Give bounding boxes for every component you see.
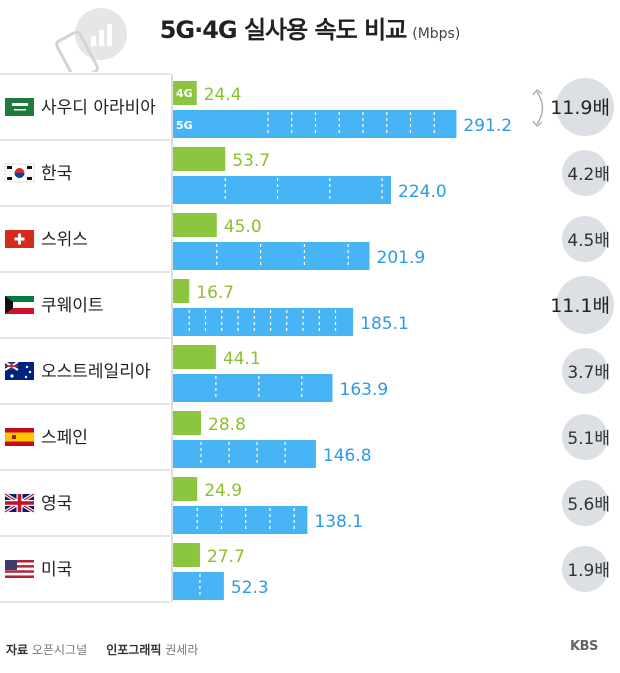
phone-signal-icon [55,8,127,72]
ratio-circle [562,216,608,262]
value-label-5g: 52.3 [231,578,269,598]
switzerland-flag-icon [5,230,34,248]
value-label-5g: 146.8 [323,446,372,466]
in-bar-label-4g: 4G [176,87,193,100]
bar-4g [173,543,200,567]
australia-flag-icon [4,361,34,380]
value-label-4g: 53.7 [232,151,270,171]
source-label: 자료 [6,643,29,657]
value-label-5g: 201.9 [377,248,426,268]
saudi-flag-icon [5,98,34,116]
country-label: 쿠웨이트 [41,296,104,316]
ratio-label: 1.9배 [567,561,610,581]
ratio-arrow [536,91,544,125]
ratio-circle [562,150,608,196]
bar-4g [173,279,190,303]
ratio-label: 4.5배 [567,231,610,251]
bar-5g [173,572,224,600]
value-label-4g: 24.9 [204,481,242,501]
value-label-4g: 24.4 [204,85,242,105]
ratio-label: 5.1배 [567,429,610,449]
ratio-arrow-head [532,120,543,127]
ratio-circle [562,546,608,592]
country-label: 스페인 [41,428,88,448]
ratio-label: 4.2배 [567,165,610,185]
chart-title: 5G·4G 실사용 속도 비교 (Mbps) [0,10,620,45]
bar-5g [173,308,354,336]
value-label-4g: 16.7 [196,283,234,303]
bar-4g [173,411,202,435]
bar-4g [173,477,198,501]
credit-label: 인포그래픽 [106,643,162,657]
bar-5g [173,110,457,138]
korea-flag-icon [4,163,35,183]
usa-flag-icon [5,560,34,578]
kbs-logo: KBS [570,639,598,654]
in-bar-label-5g: 5G [176,119,193,132]
value-label-5g: 185.1 [360,314,409,334]
value-label-5g: 163.9 [340,380,389,400]
spain-flag-icon [5,428,34,446]
ratio-arrow-head [532,89,543,96]
ratio-label: 5.6배 [567,495,610,515]
value-label-4g: 45.0 [224,217,262,237]
bar-4g [173,213,217,237]
footer: 자료 오픈시그널 인포그래픽 권세라 [6,641,198,658]
ratio-label: 11.1배 [550,295,610,317]
country-label: 오스트레일리아 [41,362,151,382]
bar-5g [173,374,333,402]
country-label: 미국 [41,560,72,580]
value-label-4g: 44.1 [223,349,261,369]
country-label: 스위스 [41,230,88,250]
title-text: 5G·4G 실사용 속도 비교 [159,16,408,44]
ratio-circle [562,348,608,394]
country-label: 한국 [41,164,72,184]
ratio-circle [556,78,614,136]
bar-5g [173,506,308,534]
ratio-label: 11.9배 [550,97,610,119]
ratio-circle [556,276,614,334]
bar-4g [173,147,226,171]
credit-text: 권세라 [165,643,199,657]
ratio-circle [562,414,608,460]
uk-flag-icon [4,492,35,514]
bar-5g [173,440,316,468]
value-label-4g: 27.7 [207,547,245,567]
kuwait-flag-icon [5,296,34,314]
ratio-label: 3.7배 [567,363,610,383]
country-label: 사우디 아라비아 [41,98,156,118]
unit-label: (Mbps) [412,26,461,42]
bar-5g [173,176,392,204]
value-label-4g: 28.8 [208,415,246,435]
ratio-circle [562,480,608,526]
value-label-5g: 138.1 [314,512,363,532]
source-text: 오픈시그널 [31,643,88,657]
country-label: 영국 [41,494,72,514]
value-label-5g: 291.2 [463,116,512,136]
value-label-5g: 224.0 [398,182,447,202]
bar-5g [173,242,370,270]
bar-4g [173,345,216,369]
bar-4g [173,81,197,105]
